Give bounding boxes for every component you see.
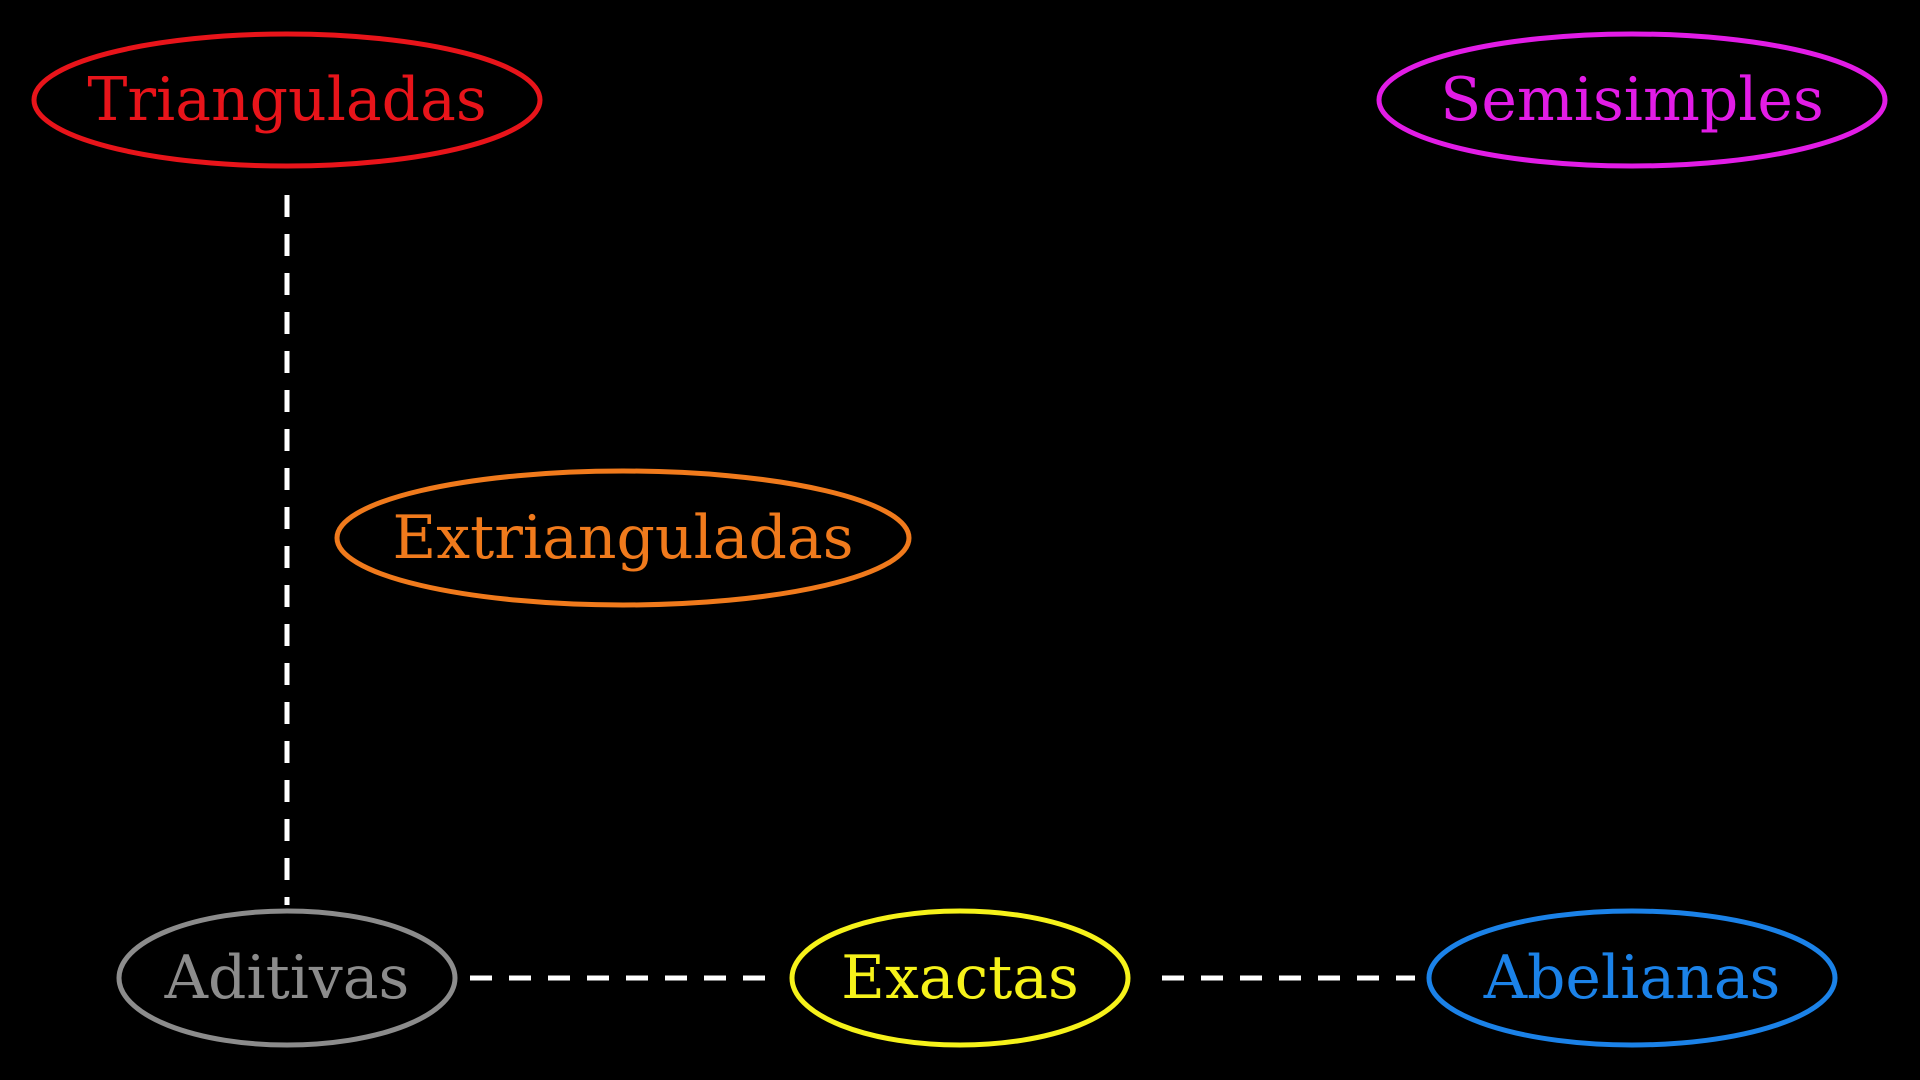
node-abelianas-label: Abelianas bbox=[1483, 943, 1781, 1013]
node-semisimples-label: Semisimples bbox=[1440, 65, 1823, 135]
node-abelianas: Abelianas bbox=[1426, 908, 1838, 1048]
node-abelianas-ellipse bbox=[1426, 908, 1838, 1048]
node-semisimples-ellipse bbox=[1376, 31, 1888, 169]
node-semisimples: Semisimples bbox=[1376, 31, 1888, 169]
node-trianguladas-ellipse bbox=[31, 31, 543, 169]
node-extrianguladas-ellipse bbox=[334, 468, 912, 608]
node-aditivas: Aditivas bbox=[116, 908, 458, 1048]
node-trianguladas: Trianguladas bbox=[31, 31, 543, 169]
node-aditivas-label: Aditivas bbox=[164, 943, 410, 1013]
node-exactas: Exactas bbox=[789, 908, 1131, 1048]
node-exactas-label: Exactas bbox=[841, 943, 1079, 1013]
node-extrianguladas-label: Extrianguladas bbox=[392, 503, 853, 573]
node-aditivas-ellipse bbox=[116, 908, 458, 1048]
node-trianguladas-label: Trianguladas bbox=[87, 65, 486, 135]
node-extrianguladas: Extrianguladas bbox=[334, 468, 912, 608]
node-exactas-ellipse bbox=[789, 908, 1131, 1048]
